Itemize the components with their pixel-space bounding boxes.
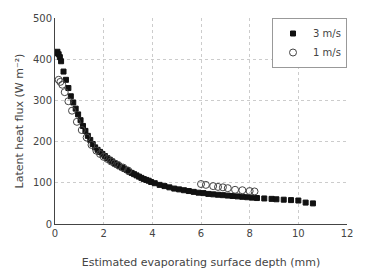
- svg-text:500: 500: [33, 13, 52, 24]
- svg-text:1 m/s: 1 m/s: [313, 47, 341, 58]
- svg-text:200: 200: [33, 136, 52, 147]
- svg-text:0: 0: [52, 228, 58, 239]
- svg-text:Estimated evaporating surface: Estimated evaporating surface depth (mm): [82, 256, 321, 269]
- svg-text:Latent heat flux (W m⁻²): Latent heat flux (W m⁻²): [13, 54, 26, 189]
- svg-text:12: 12: [341, 228, 354, 239]
- svg-text:8: 8: [246, 228, 252, 239]
- svg-text:300: 300: [33, 95, 52, 106]
- svg-text:2: 2: [100, 228, 106, 239]
- svg-text:0: 0: [46, 219, 52, 230]
- svg-text:6: 6: [198, 228, 204, 239]
- svg-text:4: 4: [149, 228, 155, 239]
- svg-text:400: 400: [33, 54, 52, 65]
- svg-text:100: 100: [33, 177, 52, 188]
- svg-text:10: 10: [292, 228, 305, 239]
- svg-text:3 m/s: 3 m/s: [313, 28, 341, 39]
